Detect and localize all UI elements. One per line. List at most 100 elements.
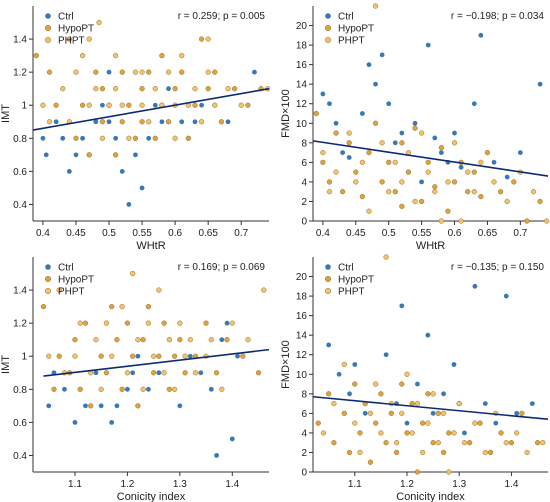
point-hypopt [119, 386, 125, 392]
x-tick-label: 0.45 [66, 228, 86, 239]
point-hypopt [467, 440, 473, 446]
point-ctrl [529, 401, 535, 406]
x-axis-label: WHtR [136, 240, 165, 252]
point-phpt [205, 36, 211, 42]
point-hypopt [534, 440, 541, 446]
point-ctrl [166, 86, 171, 92]
point-phpt [93, 337, 99, 343]
point-hypopt [383, 440, 389, 446]
x-tick-label: 0.6 [448, 228, 462, 239]
point-phpt [399, 179, 405, 185]
point-hypopt [135, 403, 141, 409]
point-ctrl [359, 111, 365, 116]
regression-line [312, 395, 549, 421]
point-phpt [156, 287, 162, 293]
point-ctrl [125, 386, 130, 392]
point-ctrl [83, 403, 88, 409]
point-ctrl [156, 370, 162, 376]
point-ctrl [187, 353, 193, 359]
point-ctrl [229, 436, 235, 442]
x-tick-label: 1.3 [452, 479, 466, 490]
y-tick-label: 1.4 [13, 286, 27, 297]
point-hypopt [56, 353, 62, 359]
point-hypopt [245, 102, 251, 108]
point-phpt [130, 270, 136, 277]
legend-marker-ctrl [45, 264, 51, 270]
point-hypopt [213, 370, 220, 376]
point-ctrl [386, 101, 392, 107]
legend-label-ctrl: Ctrl [58, 263, 74, 274]
point-hypopt [465, 189, 471, 195]
point-hypopt [393, 449, 400, 456]
point-ctrl [399, 130, 405, 136]
x-tick-label: 1.4 [504, 479, 518, 490]
y-tick-label: 6 [301, 409, 307, 420]
point-hypopt [373, 420, 379, 426]
point-ctrl [472, 283, 478, 289]
point-hypopt [185, 135, 191, 141]
legend-marker-ctrl [45, 13, 51, 19]
point-ctrl [224, 320, 230, 326]
point-hypopt [145, 304, 151, 310]
point-phpt [478, 159, 484, 165]
point-ctrl [66, 168, 72, 174]
point-ctrl [478, 32, 484, 38]
point-hypopt [313, 110, 319, 117]
point-ctrl [146, 135, 152, 141]
point-phpt [99, 135, 106, 141]
point-hypopt [182, 370, 188, 376]
point-hypopt [357, 430, 363, 436]
x-tick-label: 0.5 [102, 228, 116, 239]
point-phpt [151, 353, 157, 359]
point-hypopt [478, 193, 484, 200]
point-hypopt [315, 420, 321, 426]
point-phpt [86, 36, 92, 42]
point-hypopt [409, 400, 415, 407]
point-hypopt [93, 69, 99, 75]
point-ctrl [225, 119, 231, 125]
point-phpt [346, 130, 352, 136]
point-hypopt [146, 69, 152, 75]
point-hypopt [320, 159, 326, 165]
point-phpt [412, 198, 418, 205]
point-ctrl [114, 403, 120, 409]
point-hypopt [446, 430, 452, 436]
point-phpt [451, 140, 458, 146]
x-axis-label: Conicity index [117, 491, 186, 502]
point-hypopt [379, 179, 385, 185]
point-hypopt [399, 381, 405, 387]
point-hypopt [471, 169, 477, 175]
point-phpt [77, 320, 83, 326]
y-tick-label: 12 [296, 350, 308, 361]
y-tick-label: 10 [296, 370, 308, 381]
point-phpt [182, 353, 188, 359]
x-tick-label: 1.1 [348, 479, 362, 490]
point-hypopt [404, 430, 410, 436]
point-phpt [430, 391, 436, 397]
y-tick-label: 8 [301, 389, 307, 400]
point-phpt [378, 430, 384, 436]
point-phpt [341, 361, 347, 368]
point-ctrl [514, 410, 520, 416]
point-hypopt [508, 440, 515, 446]
point-phpt [420, 449, 426, 456]
point-phpt [60, 86, 66, 92]
legend-marker-hypopt [45, 25, 52, 32]
y-tick-label: 1 [21, 352, 27, 363]
y-axis-label: IMT [0, 355, 12, 374]
point-hypopt [114, 337, 120, 343]
legend-label-ctrl: Ctrl [58, 12, 74, 23]
chart-panel-2: 0.4 0.45 0.5 0.55 0.6 0.65 0.7 0 2 4 6 8 10 12 14 16 18 2… [280, 3, 550, 252]
point-ctrl [93, 370, 99, 376]
point-phpt [504, 198, 510, 205]
legend-marker-hypopt [45, 276, 52, 283]
point-hypopt [126, 102, 132, 108]
y-tick-label: 8 [301, 138, 307, 149]
point-ctrl [113, 135, 119, 141]
y-tick-label: 20 [296, 272, 308, 283]
point-ctrl [60, 135, 66, 141]
point-phpt [205, 69, 211, 75]
point-hypopt [399, 203, 405, 209]
x-tick-label: 0.6 [168, 228, 182, 239]
y-tick-label: 0.8 [13, 385, 27, 396]
